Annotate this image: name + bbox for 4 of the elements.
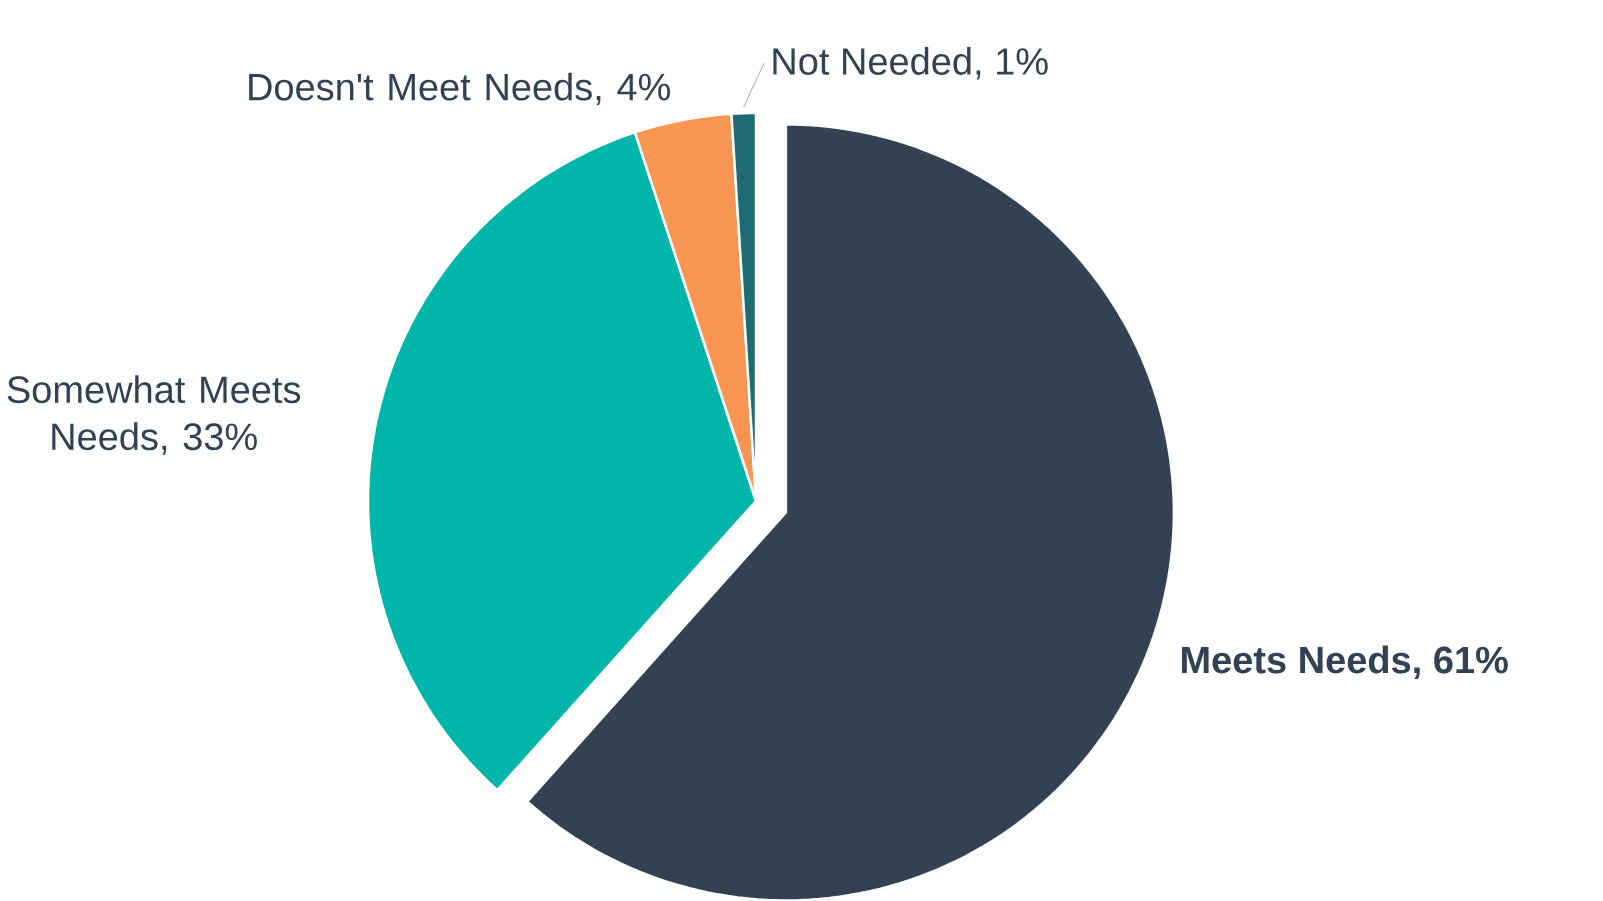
slice-label: Meets Needs, 61% (1181, 645, 1508, 679)
slice-label: Doesn't Meet Needs, 4% (249, 72, 671, 106)
slice-label: Not Needed, 1% (773, 47, 1048, 80)
slice-label: Somewhat Meets Needs, 33% (7, 375, 301, 455)
